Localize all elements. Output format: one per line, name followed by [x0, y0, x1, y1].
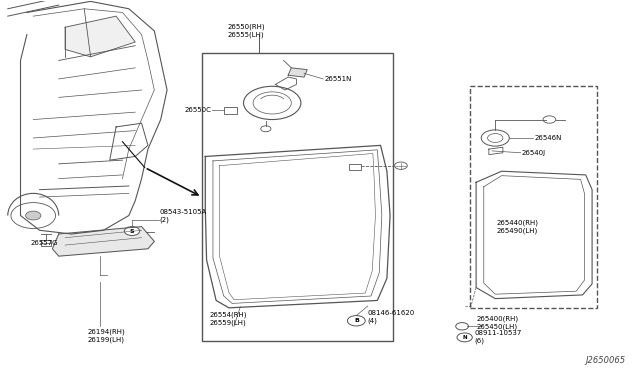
- Text: 265440(RH)
265490(LH): 265440(RH) 265490(LH): [497, 219, 538, 234]
- Text: S: S: [130, 228, 134, 234]
- Bar: [202, 53, 394, 341]
- Circle shape: [457, 333, 472, 342]
- Text: 26550(RH)
26555(LH): 26550(RH) 26555(LH): [228, 24, 265, 38]
- Text: 08911-10537
(6): 08911-10537 (6): [475, 330, 522, 344]
- Polygon shape: [65, 16, 135, 57]
- Text: 26557G: 26557G: [30, 240, 58, 246]
- Text: 26554(RH)
26559(LH): 26554(RH) 26559(LH): [210, 312, 247, 326]
- Text: 26546N: 26546N: [535, 135, 562, 141]
- Text: 26550C: 26550C: [185, 107, 212, 113]
- Circle shape: [26, 211, 41, 220]
- Polygon shape: [288, 68, 307, 77]
- Text: N: N: [462, 335, 467, 340]
- Text: 265400(RH)
265450(LH): 265400(RH) 265450(LH): [476, 315, 518, 330]
- Text: 26194(RH)
26199(LH): 26194(RH) 26199(LH): [88, 328, 125, 343]
- Bar: [225, 107, 237, 114]
- Circle shape: [348, 315, 365, 326]
- Text: 08543-5105A
(2): 08543-5105A (2): [159, 209, 207, 223]
- Circle shape: [124, 227, 140, 235]
- Text: B: B: [354, 318, 359, 323]
- Bar: [470, 86, 597, 308]
- Polygon shape: [52, 227, 154, 256]
- Text: J2650065: J2650065: [586, 356, 626, 365]
- Text: 26540J: 26540J: [522, 150, 546, 156]
- Text: 08146-61620
(4): 08146-61620 (4): [368, 310, 415, 324]
- Text: 26551N: 26551N: [324, 76, 352, 82]
- Bar: [349, 164, 362, 170]
- Bar: [41, 240, 51, 246]
